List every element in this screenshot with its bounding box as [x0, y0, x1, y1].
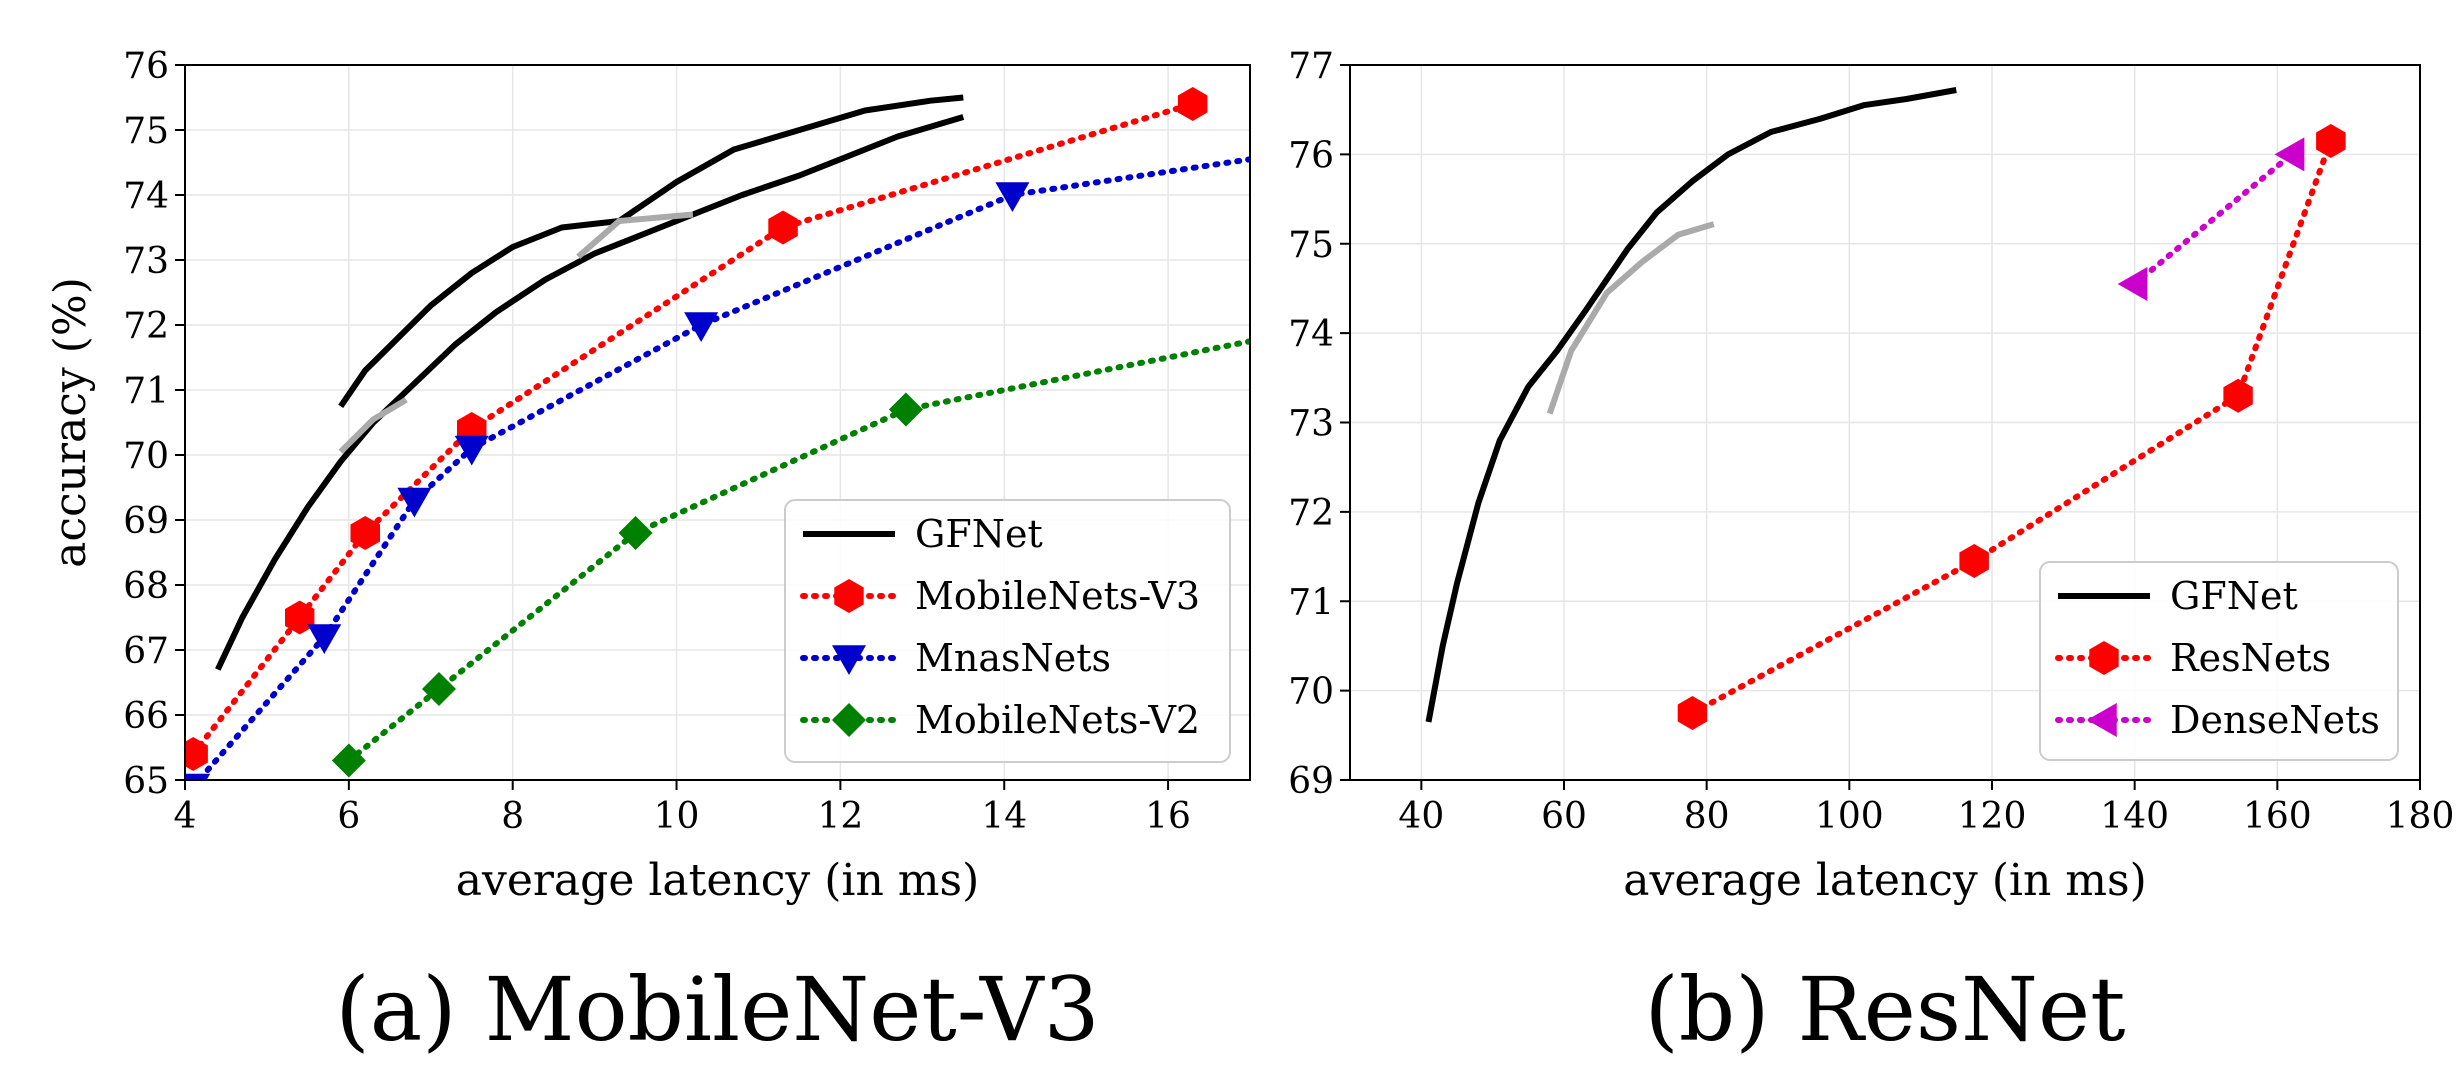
series-line-gfnet [1425, 87, 1957, 723]
x-tick-label: 100 [1815, 796, 1884, 837]
legend-box [784, 499, 1231, 763]
data-point-mobilenets-v2 [888, 392, 923, 427]
y-tick-label: 71 [1288, 582, 1334, 623]
y-tick-label: 73 [123, 241, 169, 282]
data-point-mnasnets [454, 435, 489, 466]
data-point-mobilenets-v2 [421, 672, 456, 706]
y-tick-label: 65 [123, 761, 169, 802]
x-tick-label: 4 [174, 796, 197, 837]
data-point-mnasnets [995, 182, 1030, 212]
x-tick-label: 120 [1958, 796, 2027, 837]
x-tick-label: 40 [1398, 796, 1444, 837]
panel-mobilenet-v3: 4 6 8 10 12 14 16656667686970717273747576avera… [45, 46, 1251, 1061]
y-tick-label: 69 [123, 501, 169, 542]
y-tick-label: 72 [1288, 493, 1334, 534]
data-point-mobilenets-v2 [618, 516, 653, 550]
x-tick-label: 180 [2386, 796, 2455, 837]
data-point-resnets [1959, 544, 1989, 578]
series-line-mobilenets-v3 [190, 101, 1196, 757]
data-point-mnasnets [307, 624, 342, 654]
x-tick-label: 16 [1145, 796, 1191, 837]
series-line-gfnet [215, 114, 965, 671]
legend-marker-mobilenets-v3 [834, 579, 864, 613]
panel-caption: (a) MobileNet-V3 [335, 958, 1099, 1061]
series-line-gfnet-stage-1 [338, 94, 964, 408]
legend: GFNet MobileNets-V3 MnasNets MobileNets-V2 [784, 499, 1231, 763]
y-tick-label: 75 [123, 111, 169, 152]
panel-resnet: 40 60 80 100 120 140 160 180 69 70 71 72 73 74 75 76 77 a… [1288, 46, 2454, 1061]
y-tick-label: 75 [1288, 225, 1334, 266]
legend-label-mobilenets-v2: MobileNets-V2 [915, 698, 1200, 742]
legend-marker-mnasnets [832, 645, 866, 675]
series-line-gfnet-early-exit [576, 211, 694, 260]
plot-area [1425, 87, 2346, 730]
y-tick-label: 66 [123, 696, 169, 737]
y-tick-label: 73 [1288, 404, 1334, 445]
data-point-mobilenets-v3 [350, 516, 380, 550]
plot-area [185, 87, 1250, 780]
data-point-mobilenets-v3 [1177, 87, 1208, 121]
series-line-gfnet-early-exit [1546, 221, 1715, 415]
x-tick-label: 160 [2243, 796, 2312, 837]
legend-label-gfnet: GFNet [2170, 574, 2298, 618]
y-tick-label: 69 [1288, 761, 1334, 802]
x-axis-label: average latency (in ms) [1623, 855, 2146, 906]
data-point-mobilenets-v3 [768, 210, 798, 245]
y-axis-label: accuracy (%) [45, 277, 96, 568]
data-point-resnets [1677, 696, 1708, 730]
panel-caption: (b) ResNet [1645, 958, 2126, 1061]
y-tick-label: 68 [123, 566, 169, 607]
data-point-densenets [2274, 137, 2305, 172]
legend-label-mobilenets-v3: MobileNets-V3 [915, 574, 1200, 618]
x-tick-label: 14 [981, 796, 1027, 837]
y-tick-label: 70 [1288, 672, 1334, 713]
y-tick-label: 74 [123, 176, 169, 217]
legend-marker-densenets [2087, 703, 2117, 737]
legend-label-densenets: DenseNets [2170, 698, 2380, 742]
x-tick-label: 140 [2100, 796, 2169, 837]
y-tick-label: 74 [1288, 314, 1334, 355]
x-axis-label: average latency (in ms) [456, 855, 979, 906]
data-point-mnasnets [397, 487, 432, 518]
data-point-resnets [2316, 124, 2346, 158]
data-point-mnasnets [684, 312, 719, 342]
legend: GFNet ResNets DenseNets [2039, 561, 2399, 761]
legend-marker-mobilenets-v2 [832, 703, 866, 737]
series-line-densenets [2131, 151, 2295, 287]
legend-box [2039, 561, 2399, 761]
data-point-mobilenets-v3 [285, 600, 315, 635]
x-tick-label: 10 [654, 796, 700, 837]
y-tick-label: 71 [123, 371, 169, 412]
legend-label-gfnet: GFNet [915, 512, 1043, 556]
x-tick-label: 6 [337, 796, 360, 837]
y-tick-label: 76 [1288, 135, 1334, 176]
y-tick-label: 67 [123, 631, 169, 672]
x-tick-label: 60 [1541, 796, 1587, 837]
data-point-mobilenets-v2 [331, 743, 366, 778]
x-tick-label: 12 [817, 796, 863, 837]
y-tick-label: 77 [1288, 46, 1334, 87]
series-line-gfnet-early-exit [338, 397, 408, 454]
data-point-mobilenets-v3 [185, 737, 208, 771]
legend-label-mnasnets: MnasNets [915, 636, 1111, 680]
series-line-resnets [1689, 138, 2334, 716]
x-tick-label: 80 [1684, 796, 1730, 837]
data-point-densenets [2117, 266, 2148, 301]
data-point-mnasnets [185, 773, 211, 780]
data-point-resnets [2223, 378, 2253, 413]
y-tick-label: 70 [123, 436, 169, 477]
x-tick-label: 8 [501, 796, 524, 837]
legend-label-resnets: ResNets [2170, 636, 2331, 680]
y-tick-label: 72 [123, 306, 169, 347]
legend-marker-resnets [2089, 641, 2119, 675]
y-tick-label: 76 [123, 46, 169, 87]
axes-frame [184, 64, 1251, 781]
